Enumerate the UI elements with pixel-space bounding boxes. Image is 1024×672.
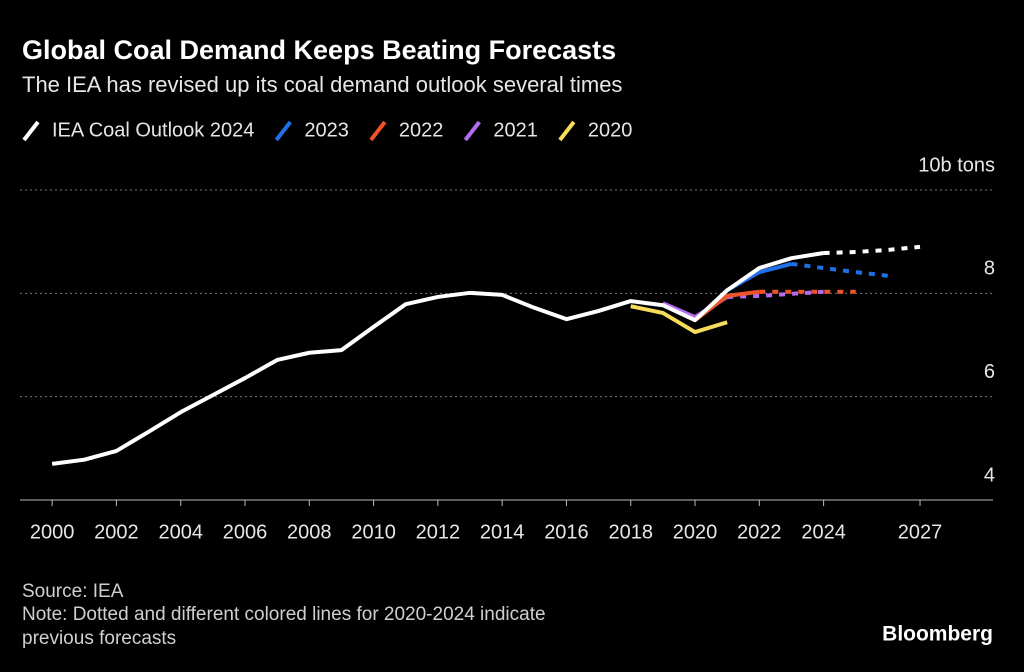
- x-tick-label: 2002: [94, 521, 139, 543]
- legend-swatch: [22, 120, 40, 142]
- x-tick-label: 2024: [801, 521, 846, 543]
- legend-swatch: [369, 120, 387, 142]
- note: previous forecasts: [22, 628, 176, 649]
- brand-logo: Bloomberg: [882, 623, 993, 646]
- legend-label: 2023: [304, 119, 349, 141]
- x-tick-label: 2010: [351, 521, 396, 543]
- legend-swatch: [558, 120, 576, 142]
- chart-subtitle: The IEA has revised up its coal demand o…: [22, 72, 622, 97]
- y-tick-label: 10b tons: [918, 154, 995, 176]
- x-tick-label: 2006: [223, 521, 268, 543]
- x-tick-label: 2018: [608, 521, 653, 543]
- y-tick-label: 8: [984, 258, 995, 280]
- forecast-line: [727, 289, 824, 299]
- legend-swatch: [463, 120, 481, 142]
- y-tick-label: 6: [984, 361, 995, 383]
- legend-label: 2021: [493, 119, 538, 141]
- note: Note: Dotted and different colored lines…: [22, 604, 546, 625]
- x-tick-label: 2022: [737, 521, 782, 543]
- y-tick-label: 4: [984, 464, 995, 486]
- x-tick-label: 2014: [480, 521, 525, 543]
- data-line: [51, 251, 824, 466]
- forecast-line: [823, 244, 921, 256]
- forecast-line: [791, 261, 889, 278]
- legend-swatch: [274, 120, 292, 142]
- x-tick-label: 2020: [673, 521, 718, 543]
- x-tick-label: 2027: [898, 521, 943, 543]
- x-tick-label: 2012: [416, 521, 461, 543]
- x-tick-label: 2008: [287, 521, 332, 543]
- data-line: [630, 304, 728, 335]
- legend-label: 2022: [399, 119, 444, 141]
- source: Source: IEA: [22, 581, 124, 602]
- legend-label: IEA Coal Outlook 2024: [52, 119, 254, 141]
- legend-label: 2020: [588, 119, 633, 141]
- x-tick-label: 2004: [158, 521, 203, 543]
- data-line: [693, 289, 760, 322]
- x-tick-label: 2016: [544, 521, 589, 543]
- chart-title: Global Coal Demand Keeps Beating Forecas…: [22, 35, 616, 65]
- x-tick-label: 2000: [30, 521, 75, 543]
